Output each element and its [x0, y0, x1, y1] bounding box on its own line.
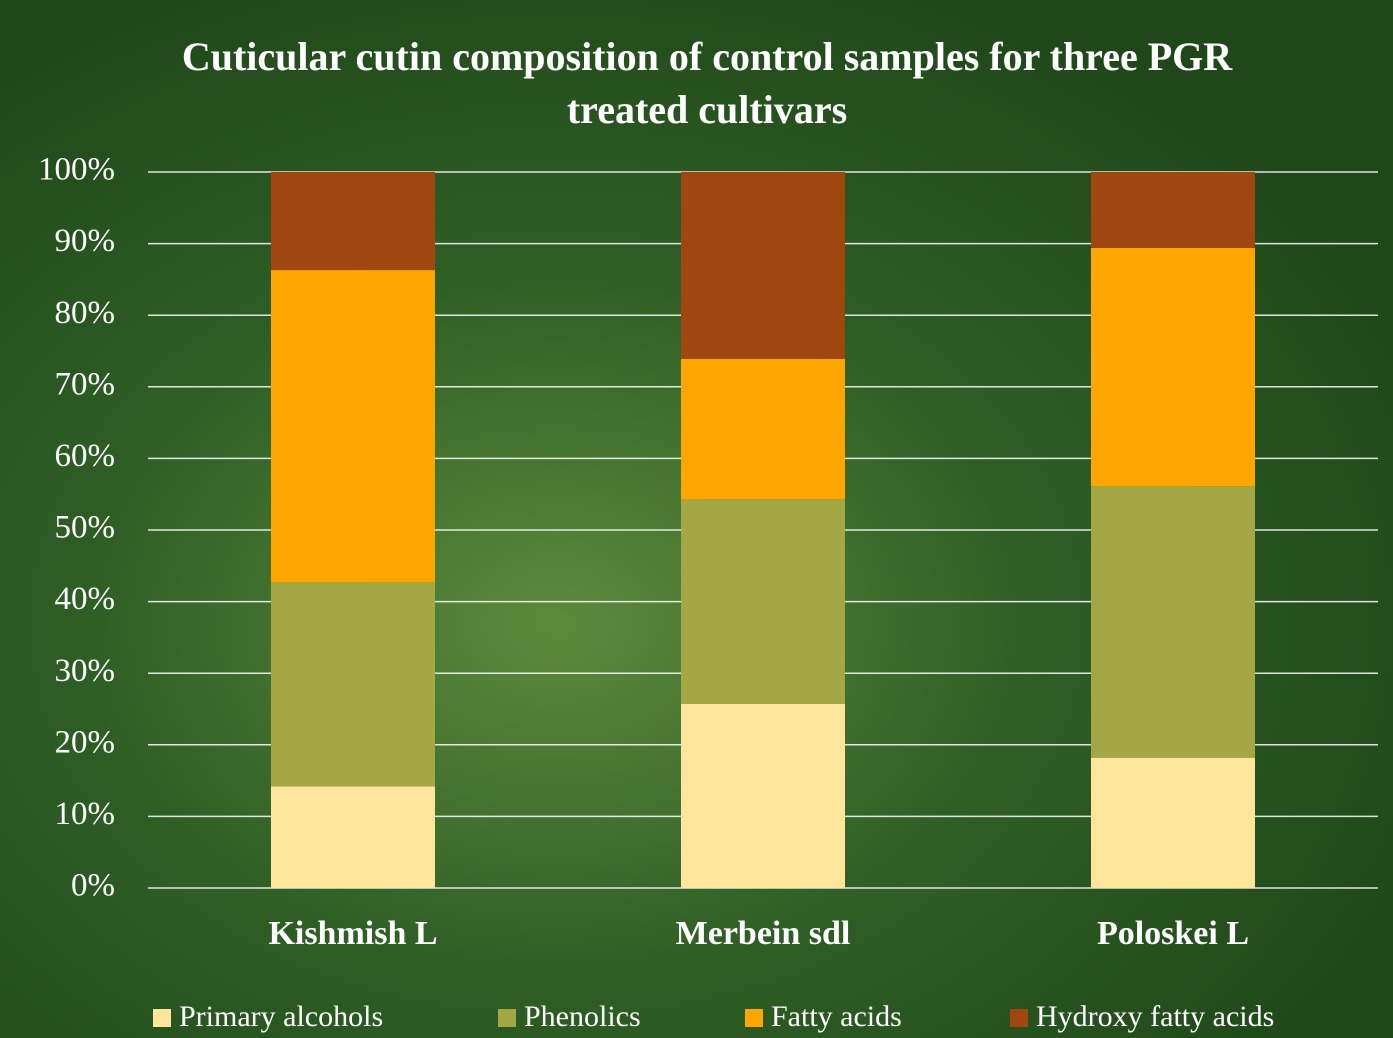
- y-tick-label: 30%: [55, 653, 116, 689]
- bar-segment: [271, 172, 435, 270]
- bar-segment: [1091, 172, 1255, 248]
- y-tick-label: 80%: [55, 295, 116, 331]
- y-tick-label: 100%: [38, 152, 115, 188]
- y-tick-label: 0%: [71, 868, 115, 904]
- y-tick-label: 20%: [55, 724, 116, 760]
- bar-segment: [681, 172, 845, 359]
- legend-label: Primary alcohols: [179, 1000, 383, 1033]
- legend-swatch: [1010, 1009, 1028, 1027]
- bar-segment: [1091, 248, 1255, 486]
- bar-segment: [681, 499, 845, 704]
- legend-swatch: [153, 1009, 171, 1027]
- chart: Cuticular cutin composition of control s…: [0, 0, 1393, 1038]
- x-tick-label: Merbein sdl: [676, 915, 851, 952]
- legend-swatch: [745, 1009, 763, 1027]
- legend-label: Phenolics: [524, 1000, 641, 1033]
- legend-swatch: [498, 1009, 516, 1027]
- bar-segment: [681, 704, 845, 888]
- y-tick-label: 70%: [55, 366, 116, 402]
- bar-segment: [681, 359, 845, 499]
- bar-segment: [271, 270, 435, 582]
- bar-segment: [1091, 758, 1255, 888]
- plot: 0% 10% 20% 30% 40% 50% 60% 70% 80% 90% 100% Kishmis…: [0, 0, 1393, 1038]
- y-tick-label: 60%: [55, 438, 116, 474]
- x-tick-label: Kishmish L: [268, 915, 437, 952]
- legend-label: Hydroxy fatty acids: [1036, 1000, 1274, 1033]
- y-tick-label: 40%: [55, 581, 116, 617]
- y-tick-label: 10%: [55, 796, 116, 832]
- y-tick-label: 90%: [55, 223, 116, 259]
- bar-segment: [271, 786, 435, 888]
- bar-segment: [1091, 486, 1255, 757]
- y-tick-label: 50%: [55, 510, 116, 546]
- legend-label: Fatty acids: [771, 1000, 902, 1033]
- bar-segment: [271, 582, 435, 786]
- x-tick-label: Poloskei L: [1097, 915, 1249, 952]
